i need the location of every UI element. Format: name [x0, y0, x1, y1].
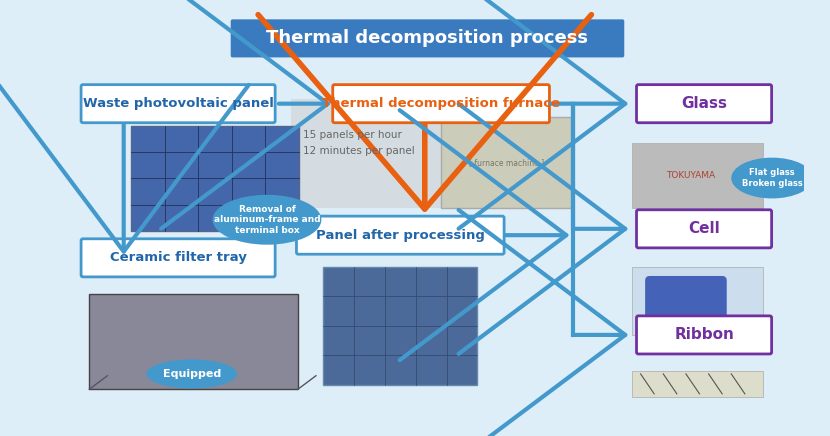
Text: 15 panels per hour: 15 panels per hour — [303, 130, 402, 140]
FancyBboxPatch shape — [645, 276, 727, 330]
FancyBboxPatch shape — [231, 19, 624, 58]
FancyBboxPatch shape — [81, 85, 275, 123]
FancyBboxPatch shape — [296, 216, 504, 254]
Text: Panel after processing: Panel after processing — [316, 228, 485, 242]
Text: [ furnace machine ]: [ furnace machine ] — [469, 158, 544, 167]
Text: Ribbon: Ribbon — [674, 327, 734, 342]
Bar — [632, 143, 763, 208]
FancyBboxPatch shape — [637, 85, 772, 123]
Text: Cell: Cell — [688, 221, 720, 236]
Text: Removal of
aluminum-frame and
terminal box: Removal of aluminum-frame and terminal b… — [213, 205, 320, 235]
Text: Waste photovoltaic panel: Waste photovoltaic panel — [83, 97, 274, 110]
Ellipse shape — [146, 359, 237, 388]
Bar — [323, 267, 477, 385]
Ellipse shape — [212, 195, 321, 245]
Bar — [632, 267, 763, 335]
Bar — [632, 371, 763, 397]
Text: Thermal decomposition furnace: Thermal decomposition furnace — [322, 97, 560, 110]
Text: Glass: Glass — [681, 96, 727, 111]
Text: Ceramic filter tray: Ceramic filter tray — [110, 251, 247, 264]
Text: Equipped: Equipped — [163, 369, 221, 379]
Ellipse shape — [731, 158, 813, 198]
Text: 12 minutes per panel: 12 minutes per panel — [303, 146, 415, 156]
FancyBboxPatch shape — [637, 210, 772, 248]
Bar — [441, 117, 573, 208]
FancyBboxPatch shape — [81, 239, 275, 277]
Bar — [291, 99, 518, 208]
Text: TOKUYAMA: TOKUYAMA — [666, 171, 715, 180]
Bar — [131, 126, 299, 231]
FancyBboxPatch shape — [637, 316, 772, 354]
Text: Thermal decomposition process: Thermal decomposition process — [266, 29, 588, 48]
FancyBboxPatch shape — [90, 294, 298, 389]
FancyBboxPatch shape — [333, 85, 549, 123]
Text: Flat glass
Broken glass: Flat glass Broken glass — [742, 168, 803, 188]
